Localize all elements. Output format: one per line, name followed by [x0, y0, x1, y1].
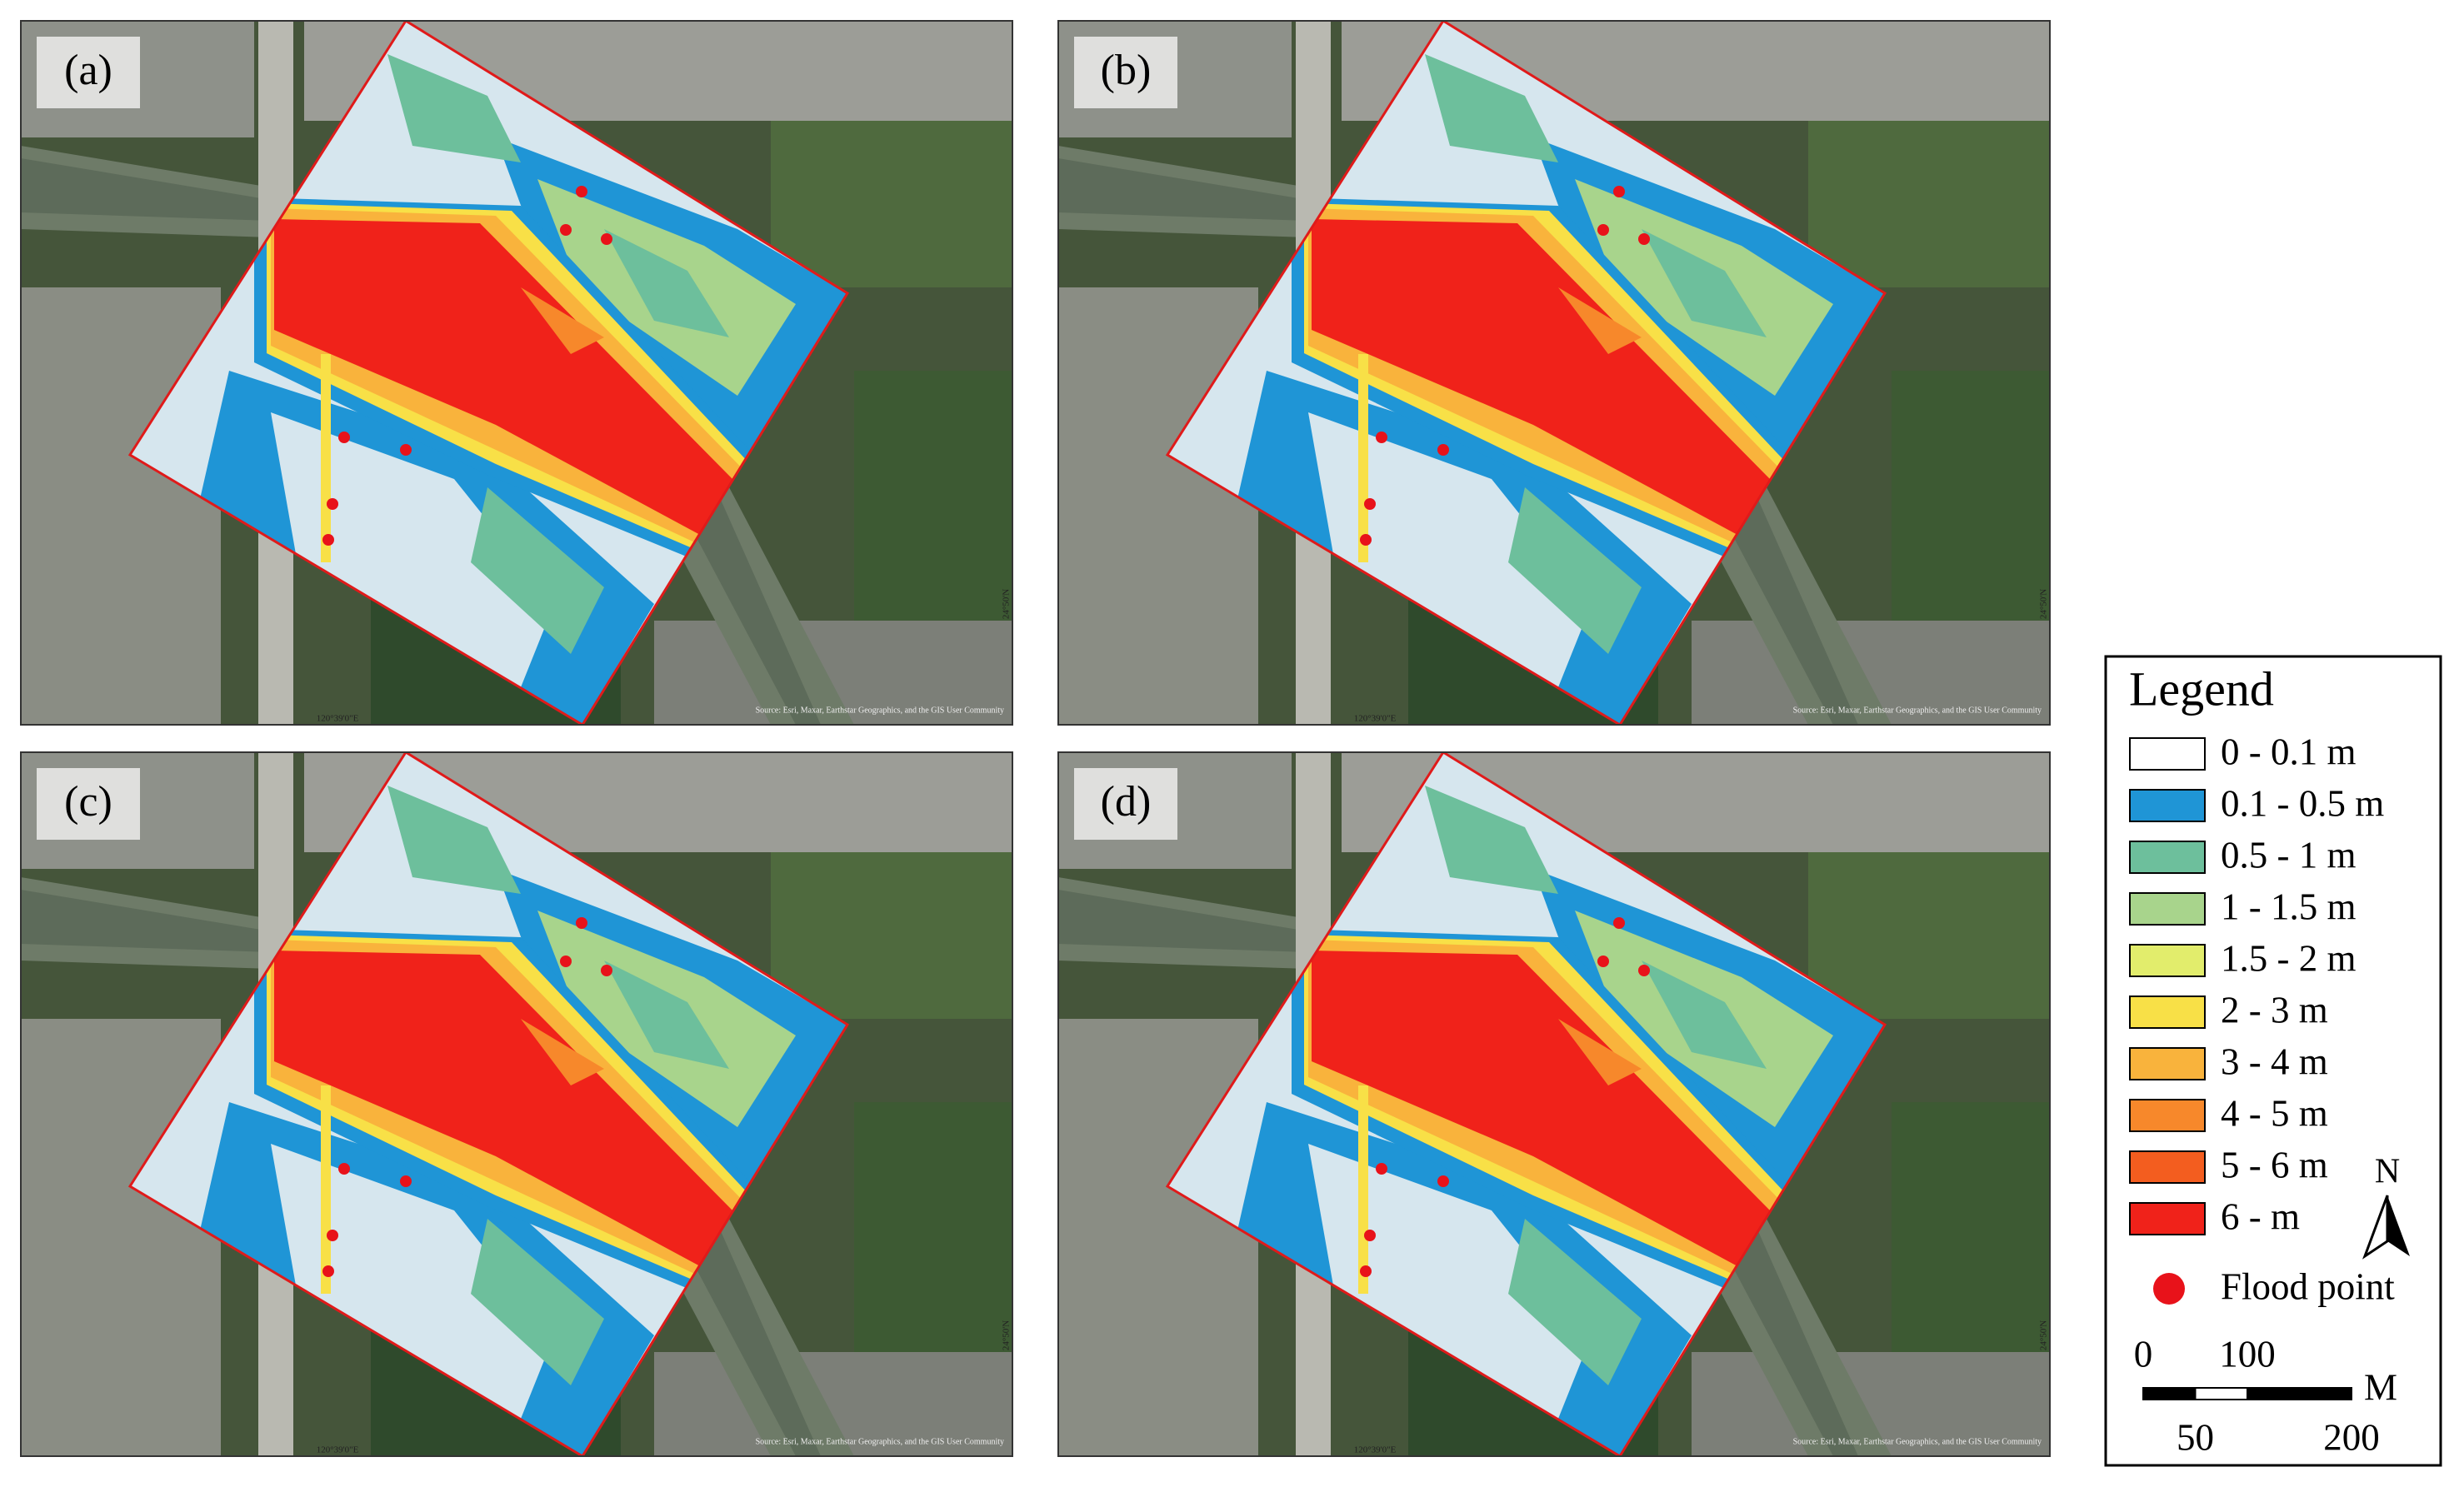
legend-swatch: [2129, 995, 2206, 1029]
legend-swatch: [2129, 1047, 2206, 1080]
longitude-label: 120°39'0"E: [317, 714, 359, 724]
panel-label-box: [37, 768, 140, 840]
legend-swatch: [2129, 1150, 2206, 1184]
legend-swatch: [2129, 737, 2206, 771]
legend-label: 0.1 - 0.5 m: [2221, 782, 2384, 824]
latitude-label: 24°50'N: [2039, 1320, 2049, 1350]
legend-swatch: [2129, 841, 2206, 874]
attribution: Source: Esri, Maxar, Earthstar Geographi…: [1793, 1437, 2042, 1446]
attribution: Source: Esri, Maxar, Earthstar Geographi…: [756, 1437, 1004, 1446]
legend-label: 5 - 6 m: [2221, 1144, 2328, 1185]
legend-swatch: [2129, 944, 2206, 977]
latitude-label: 24°50'N: [1002, 589, 1012, 619]
map-image: [21, 752, 1012, 1456]
attribution: Source: Esri, Maxar, Earthstar Geographi…: [1793, 706, 2042, 715]
panel-label-box: [1074, 768, 1177, 840]
map-panel: (d) 120°39'0"E 24°50'N Source: Esri, Maxar,…: [1058, 752, 2050, 1456]
legend-label: 0.5 - 1 m: [2221, 834, 2357, 876]
longitude-label: 120°39'0"E: [1354, 714, 1397, 724]
panel-label: (a): [64, 47, 112, 94]
legend-label: 1.5 - 2 m: [2221, 937, 2357, 979]
scale-bar-segment: [2142, 1387, 2197, 1400]
legend-label: 1 - 1.5 m: [2221, 886, 2357, 927]
legend-swatch: [2129, 1099, 2206, 1132]
flood-point-symbol: [2153, 1273, 2185, 1305]
panel-border: [20, 751, 1013, 1457]
legend-label: Flood point: [2221, 1265, 2395, 1307]
scale-bar-label: 200: [2323, 1416, 2380, 1458]
legend-label: 3 - 4 m: [2221, 1040, 2328, 1082]
scale-bar-segment: [2194, 1387, 2248, 1400]
legend-label: 0 - 0.1 m: [2221, 731, 2357, 772]
map-panel: (a) 120°39'0"E 24°50'N Source: Esri, Maxar,…: [21, 21, 1012, 725]
north-label: N: [2375, 1153, 2400, 1191]
legend-title: Legend: [2129, 661, 2274, 716]
latitude-label: 24°50'N: [2039, 589, 2049, 619]
longitude-label: 120°39'0"E: [317, 1445, 359, 1455]
legend-swatch: [2129, 1202, 2206, 1235]
legend-label: 6 - m: [2221, 1195, 2300, 1237]
latitude-label: 24°50'N: [1002, 1320, 1012, 1350]
map-panel: (c) 120°39'0"E 24°50'N Source: Esri, Maxar,…: [21, 752, 1012, 1456]
attribution: Source: Esri, Maxar, Earthstar Geographi…: [756, 706, 1004, 715]
scale-bar-label: 0: [2134, 1333, 2153, 1375]
panel-border: [20, 20, 1013, 726]
legend-swatch: [2129, 789, 2206, 822]
scale-bar-label: 50: [2177, 1416, 2214, 1458]
map-image: [1058, 752, 2050, 1456]
scale-bar-unit: M: [2364, 1366, 2397, 1408]
north-arrow: [2387, 1195, 2410, 1256]
legend-swatch: [2129, 892, 2206, 926]
panel-border: [1057, 751, 2051, 1457]
panel-label-box: [1074, 37, 1177, 108]
legend-label: 4 - 5 m: [2221, 1092, 2328, 1134]
scale-bar-label: 100: [2219, 1333, 2276, 1375]
panel-label: (d): [1101, 778, 1152, 826]
legend-label: 2 - 3 m: [2221, 989, 2328, 1030]
map-image: [1058, 21, 2050, 725]
map-image: [21, 21, 1012, 725]
panel-label-box: [37, 37, 140, 108]
panel-border: [1057, 20, 2051, 726]
map-panel: (b) 120°39'0"E 24°50'N Source: Esri, Maxar,…: [1058, 21, 2050, 725]
panel-label: (b): [1101, 47, 1152, 94]
scale-bar-segment: [2247, 1387, 2352, 1400]
longitude-label: 120°39'0"E: [1354, 1445, 1397, 1455]
panel-label: (c): [64, 778, 112, 826]
